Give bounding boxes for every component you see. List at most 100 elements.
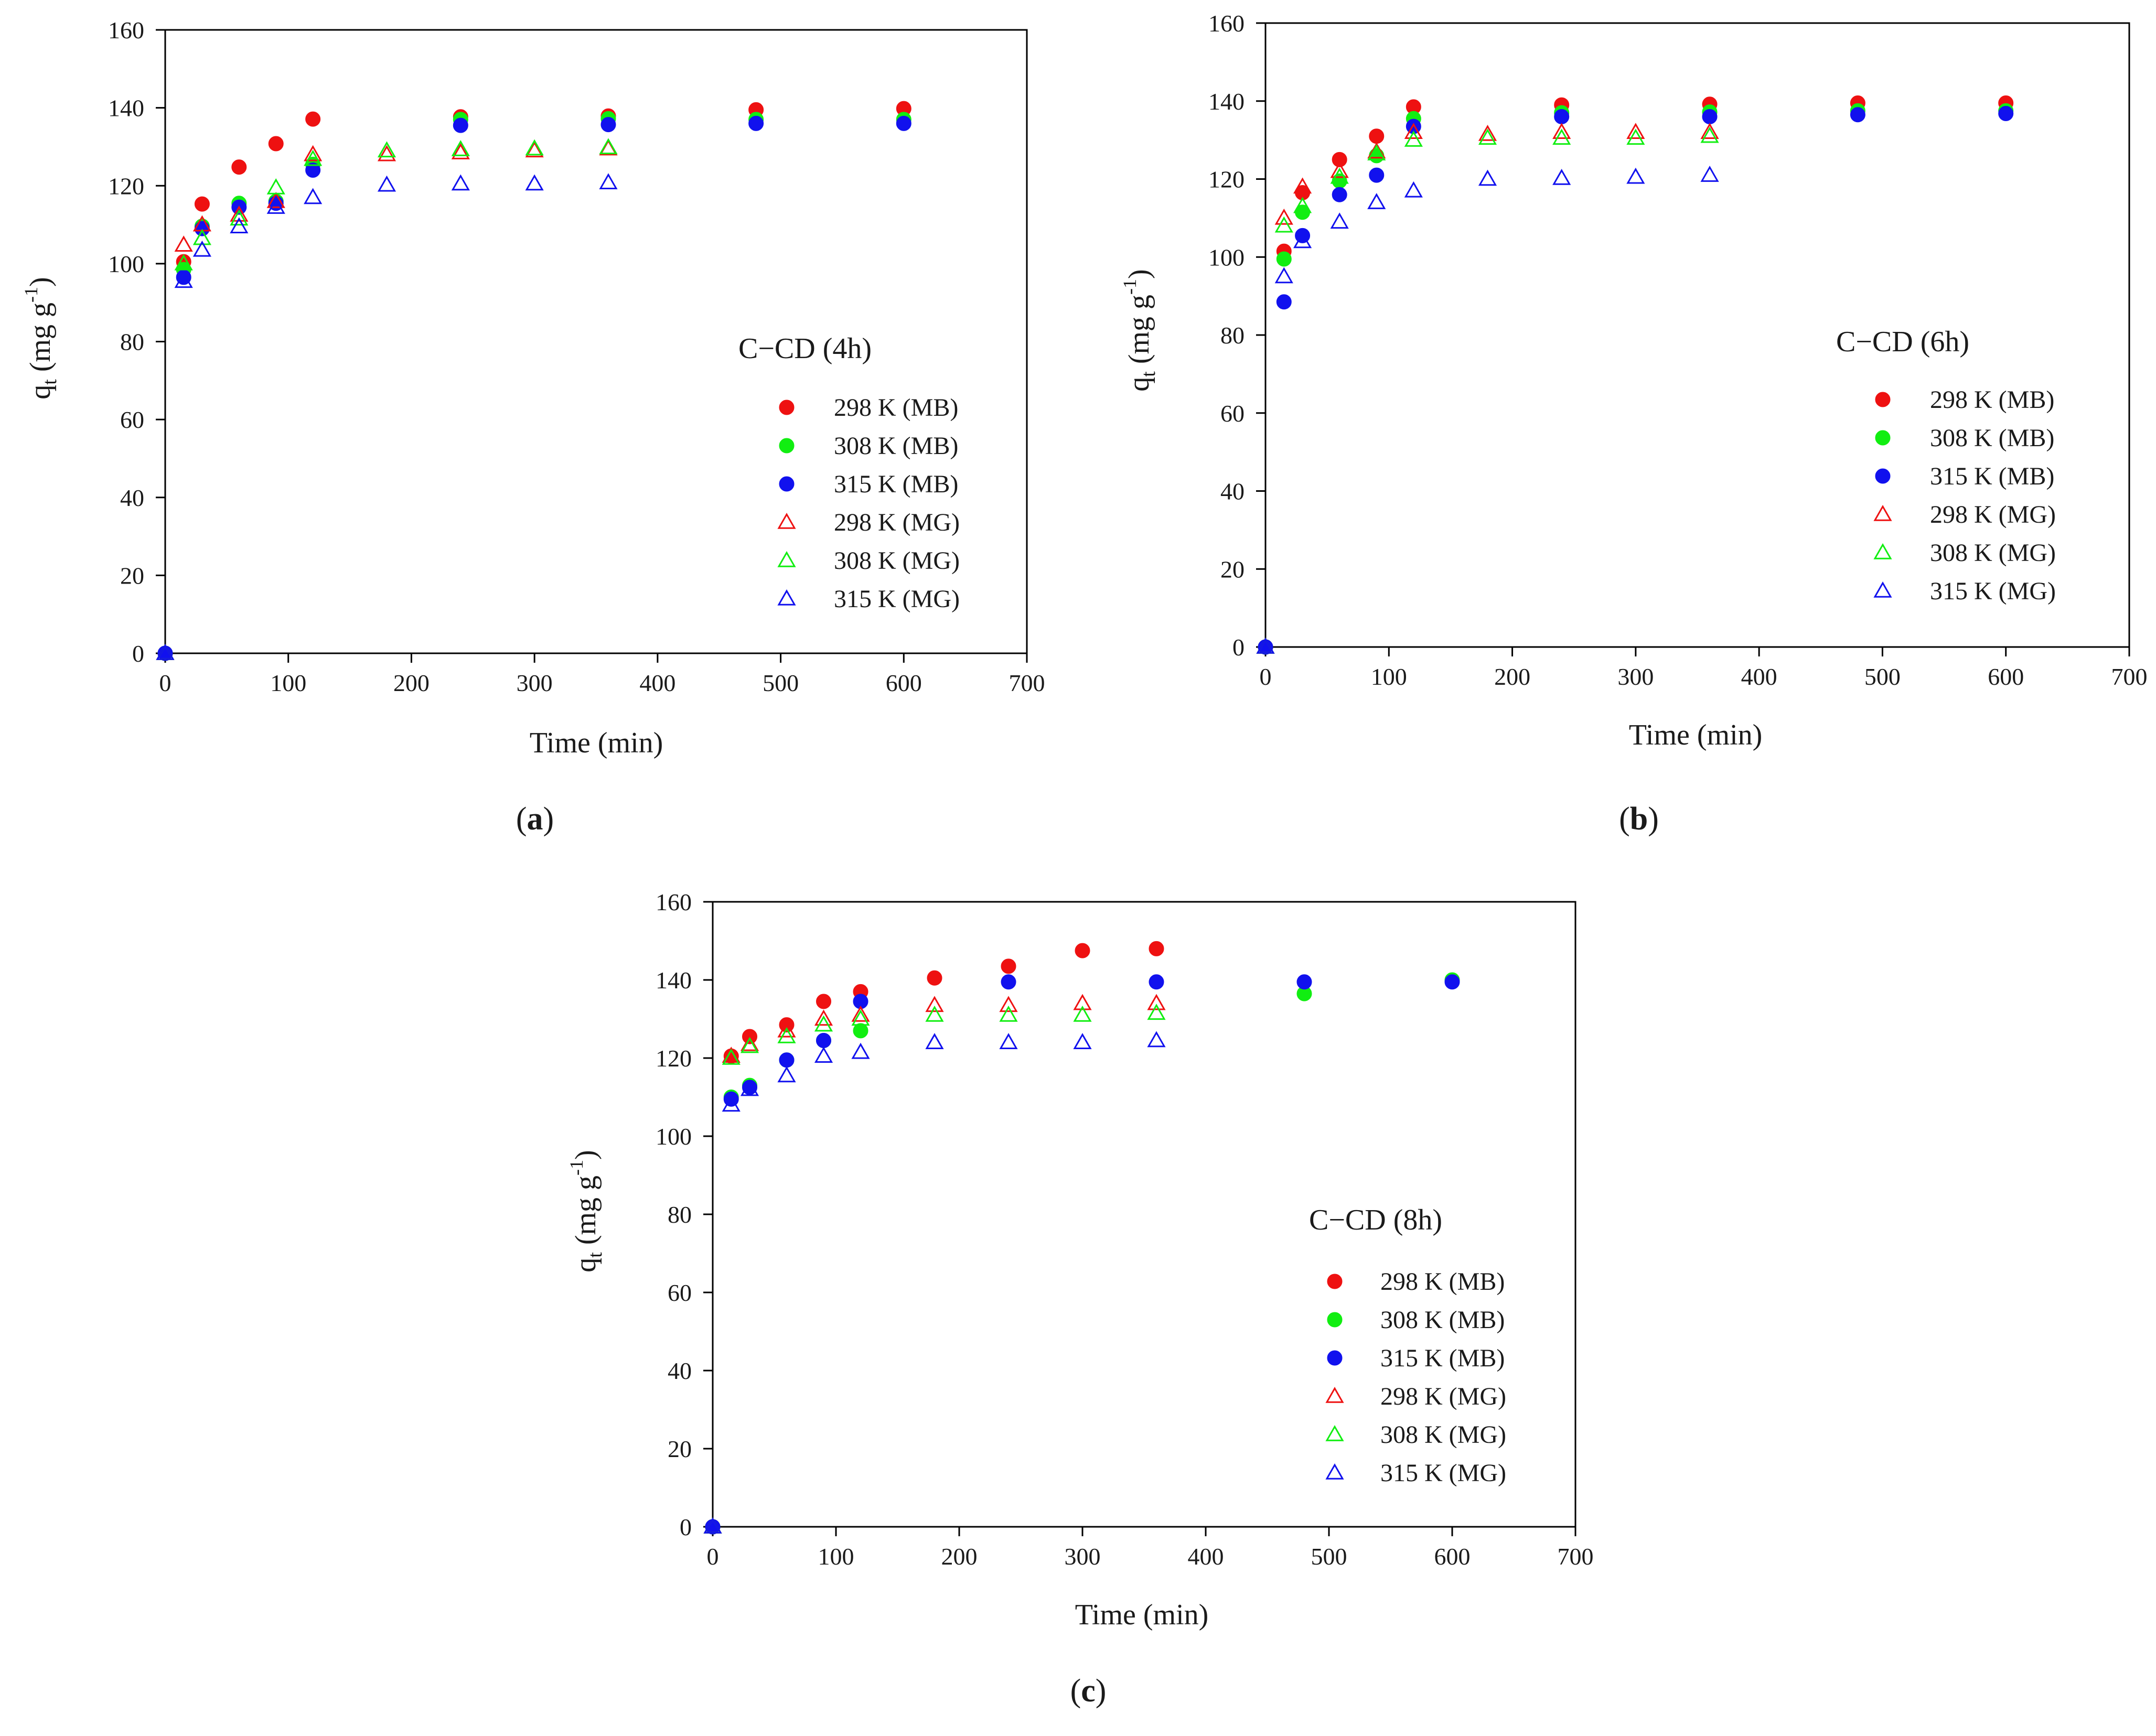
legend-marker [1875,468,1891,484]
data-point [525,139,544,156]
series-3 [157,115,911,661]
data-point [1626,123,1645,139]
y-tick-label: 140 [108,95,144,122]
data-point [925,1006,944,1022]
data-point [1293,197,1312,213]
panel-label: (c) [1070,1673,1107,1709]
x-axis-label: Time (min) [1075,1599,1209,1631]
legend-label: 298 K (MB) [1380,1268,1505,1296]
data-point [779,1052,795,1068]
data-point [230,217,249,234]
data-point [1367,193,1386,209]
data-point [1073,994,1092,1010]
series-4 [1256,123,1719,654]
data-point [1330,167,1349,184]
data-point [748,115,764,131]
series-5 [703,1004,1166,1534]
y-axis-label: qt (mg g-1) [1119,269,1160,391]
legend-marker [1327,1274,1343,1289]
data-point [1404,123,1423,139]
data-point [1073,1006,1092,1022]
legend-item: 315 K (MB) [1875,462,2054,490]
x-tick-label: 500 [1311,1543,1347,1570]
x-tick-label: 700 [1009,670,1045,696]
data-point [1293,177,1312,194]
data-point [999,1033,1018,1049]
data-point [1274,208,1293,225]
data-point [1075,943,1090,958]
x-tick-label: 600 [1988,663,2024,690]
y-tick-label: 100 [656,1123,692,1150]
data-point [451,174,470,191]
legend-label: 298 K (MB) [834,394,958,422]
data-point [1293,232,1312,249]
y-tick-label: 40 [120,484,144,511]
data-point [1552,168,1571,185]
data-point [777,1027,796,1043]
data-point [777,1021,796,1038]
data-point [266,191,285,208]
data-point [231,159,247,175]
data-point [927,970,942,986]
legend-label: 315 K (MG) [1380,1459,1506,1487]
y-tick-label: 40 [668,1357,692,1384]
legend-label: 308 K (MB) [1930,424,2054,452]
data-point [1332,173,1347,189]
legend-label: 315 K (MG) [834,585,960,613]
data-point [777,1066,796,1083]
legend-marker [779,476,795,492]
legend-item: 315 K (MG) [777,585,960,613]
data-point [1147,1031,1166,1048]
data-point [304,188,323,204]
data-point [851,1006,870,1022]
y-tick-label: 120 [656,1045,692,1072]
legend-marker [1875,392,1891,407]
data-point [525,174,544,191]
x-tick-label: 700 [2111,663,2148,690]
legend: 298 K (MB) 308 K (MB) 315 K (MB) 298 K (MG)… [1873,386,2056,605]
y-tick-label: 140 [1208,88,1245,115]
legend-marker [777,589,796,606]
legend-label: 298 K (MG) [1930,501,2056,529]
legend-marker [1873,581,1892,598]
data-point [1147,994,1166,1010]
y-tick-label: 60 [668,1279,692,1306]
legend-marker [1325,1463,1344,1480]
data-point [1700,126,1719,143]
legend-label: 298 K (MB) [1930,386,2054,414]
legend: 298 K (MB) 308 K (MB) 315 K (MB) 298 K (MG)… [777,394,960,613]
panel-a: 0 100 200 300 400 500 600 700 0 20 40 60 80 100 120 140… [20,17,1045,837]
data-point [1850,107,1865,123]
data-point [816,994,831,1009]
x-tick-label: 400 [1741,663,1777,690]
series-1 [157,101,911,661]
data-point [814,1047,833,1063]
data-point [174,254,193,271]
y-tick-label: 60 [120,406,144,433]
series-6 [703,1031,1166,1534]
data-point [1444,974,1460,990]
data-point [268,136,284,152]
series-3 [705,974,1460,1535]
legend-label: 298 K (MG) [1380,1383,1506,1410]
data-point [925,1033,944,1049]
legend-item: 308 K (MB) [779,432,958,460]
data-point [851,1042,870,1059]
y-tick-label: 0 [1232,634,1245,661]
y-tick-label: 140 [656,967,692,994]
legend-item: 315 K (MB) [1327,1344,1505,1372]
chart-title: C−CD (8h) [1309,1204,1442,1236]
y-tick-label: 120 [108,172,144,199]
series-4 [156,139,618,660]
data-point [266,198,285,214]
x-tick-label: 400 [639,670,675,696]
y-tick-label: 120 [1208,166,1245,193]
data-point [304,145,323,161]
x-tick-label: 100 [1371,663,1407,690]
data-point [1369,128,1385,144]
x-tick-label: 200 [393,670,430,696]
legend: 298 K (MB) 308 K (MB) 315 K (MB) 298 K (MG)… [1325,1268,1506,1487]
data-point [1330,161,1349,178]
data-point [1702,109,1718,124]
